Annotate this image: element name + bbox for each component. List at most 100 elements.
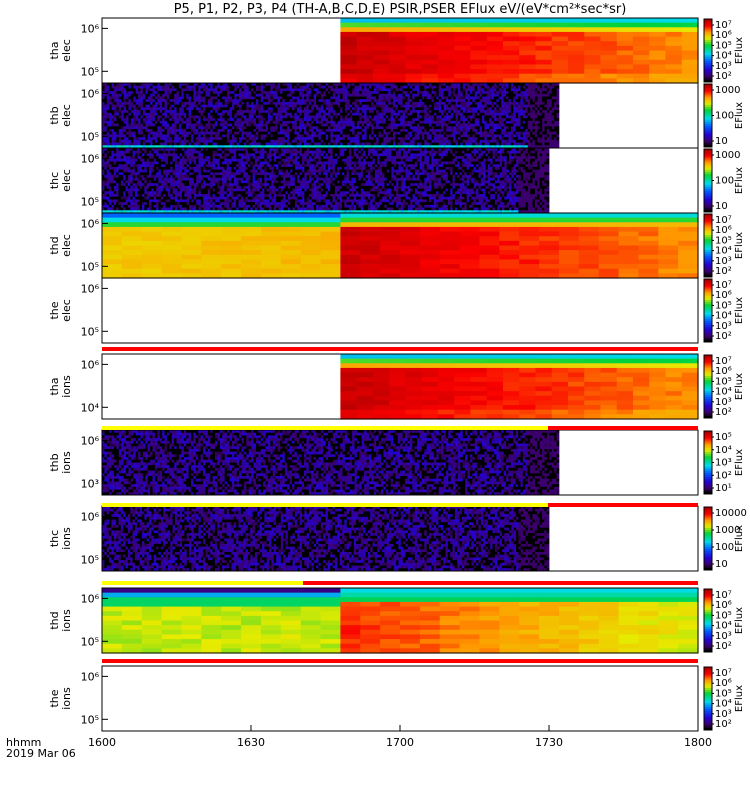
heatmap-cell [498,88,502,92]
heatmap-cell [534,126,538,130]
heatmap-cell [532,104,536,108]
heatmap-cell [265,101,269,106]
heatmap-cell [142,93,146,97]
heatmap-cell [392,110,396,114]
heatmap-cell [106,91,110,95]
heatmap-cell [178,115,182,119]
heatmap-cell [277,91,281,95]
heatmap-cell [258,118,262,122]
heatmap-cell [318,126,322,130]
heatmap-cell [522,107,526,111]
heatmap-cell [347,142,351,146]
heatmap-cell [455,129,459,133]
heatmap-cell [412,131,416,135]
heatmap-cell [265,104,269,108]
heatmap-cell [544,93,548,97]
heatmap-cell [421,123,425,127]
heatmap-cell [616,22,634,28]
heatmap-cell [275,112,278,116]
heatmap-cell [510,120,514,125]
heatmap-cell [448,96,452,100]
heatmap-cell [320,99,324,103]
heatmap-cell [417,131,420,135]
heatmap-cell [251,129,254,133]
heatmap-cell [133,107,137,111]
heatmap-cell [116,101,120,106]
heatmap-cell [477,139,480,143]
heatmap-cell [217,131,221,135]
heatmap-cell [195,96,199,100]
heatmap-cell [496,120,500,125]
heatmap-cell [284,107,288,111]
heatmap-cell [383,115,387,119]
heatmap-cell [195,85,199,89]
heatmap-cell [229,142,233,146]
heatmap-cell [193,134,197,138]
heatmap-cell [291,112,295,116]
heatmap-cell [157,85,161,89]
heatmap-cell [421,73,439,79]
heatmap-cell [219,139,223,143]
heatmap-cell [320,115,324,119]
heatmap-cell [450,88,454,92]
heatmap-cell [277,137,281,141]
heatmap-cell [549,101,553,106]
heatmap-cell [116,148,119,152]
heatmap-cell [188,145,192,149]
heatmap-cell [519,55,537,61]
heatmap-cell [549,139,553,143]
heatmap-cell [469,139,473,143]
heatmap-cell [522,101,526,106]
heatmap-cell [518,101,521,106]
heatmap-cell [284,120,288,125]
heatmap-cell [395,112,399,116]
heatmap-cell [323,101,327,106]
heatmap-cell [241,91,245,95]
heatmap-cell [530,112,533,116]
heatmap-cell [219,93,223,97]
heatmap-cell [486,73,504,79]
heatmap-cell [255,134,259,138]
heatmap-cell [407,129,411,133]
heatmap-cell [330,83,334,87]
heatmap-cell [145,110,149,114]
heatmap-cell [246,142,250,146]
heatmap-cell [116,123,120,127]
heatmap-cell [412,126,416,130]
heatmap-cell [210,101,214,106]
heatmap-cell [251,107,254,111]
heatmap-cell [551,91,555,95]
heatmap-cell [454,55,472,61]
heatmap-cell [248,123,252,127]
heatmap-cell [383,134,387,138]
heatmap-cell [133,137,137,141]
heatmap-cell [166,110,170,114]
heatmap-cell [316,123,319,127]
heatmap-cell [340,110,343,114]
heatmap-cell [378,129,382,133]
heatmap-cell [508,83,512,87]
heatmap-cell [265,145,269,149]
heatmap-cell [123,104,127,108]
heatmap-cell [584,22,602,28]
heatmap-cell [392,88,396,92]
heatmap-cell [376,123,379,127]
heatmap-cell [227,110,230,114]
heatmap-cell [518,142,521,146]
heatmap-cell [183,107,187,111]
heatmap-cell [320,112,324,116]
heatmap-cell [215,120,218,125]
heatmap-cell [313,88,317,92]
heatmap-cell [551,41,569,47]
heatmap-cell [299,91,303,95]
heatmap-cell [506,91,509,95]
heatmap-cell [503,96,507,100]
heatmap-cell [304,115,307,119]
heatmap-cell [409,112,413,116]
heatmap-cell [210,110,214,114]
heatmap-cell [513,85,517,89]
heatmap-cell [479,123,483,127]
heatmap-cell [193,107,197,111]
heatmap-cell [193,139,197,143]
heatmap-cell [489,129,492,133]
